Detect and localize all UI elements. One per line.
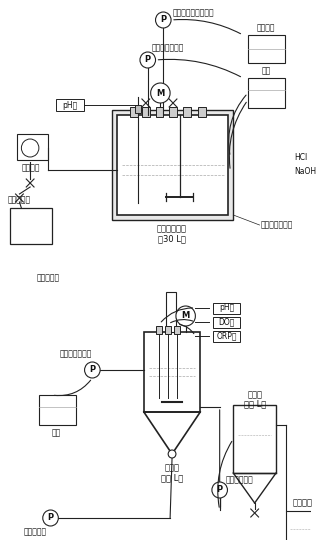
Bar xyxy=(165,326,171,334)
Bar xyxy=(183,107,190,117)
Circle shape xyxy=(151,83,170,103)
Text: 処理水槽: 処理水槽 xyxy=(292,498,312,508)
Bar xyxy=(17,134,48,160)
Bar xyxy=(156,326,162,334)
Text: P: P xyxy=(160,16,166,24)
Text: （６ L）: （６ L） xyxy=(161,474,183,483)
Text: ガスバッグ: ガスバッグ xyxy=(8,195,31,205)
Text: 引抜きポンプ: 引抜きポンプ xyxy=(226,476,253,484)
Bar xyxy=(112,110,233,220)
Text: 反応槽: 反応槽 xyxy=(164,463,180,472)
Bar xyxy=(286,511,319,540)
Text: NaOH: NaOH xyxy=(294,166,317,176)
Text: P: P xyxy=(145,56,151,64)
Text: pH計: pH計 xyxy=(62,100,78,110)
Bar xyxy=(213,330,240,341)
Circle shape xyxy=(84,362,100,378)
Text: （２ L）: （２ L） xyxy=(244,400,266,408)
Bar xyxy=(10,208,52,244)
Circle shape xyxy=(43,510,58,526)
Circle shape xyxy=(156,12,171,28)
Bar xyxy=(39,395,76,425)
Bar xyxy=(248,78,285,108)
Bar xyxy=(233,405,276,473)
Text: （30 L）: （30 L） xyxy=(158,234,186,244)
Text: P: P xyxy=(47,514,54,523)
Bar xyxy=(145,356,199,411)
Bar xyxy=(234,423,275,472)
Bar xyxy=(144,332,200,412)
Text: エアポンプ: エアポンプ xyxy=(23,528,46,537)
Text: 原料投入ポンプ: 原料投入ポンプ xyxy=(152,44,184,52)
Text: 沈殿槽: 沈殿槽 xyxy=(247,390,262,400)
Text: M: M xyxy=(181,312,190,321)
Text: メタン発酵槽: メタン発酵槽 xyxy=(157,225,187,233)
Text: 原料: 原料 xyxy=(262,66,271,76)
Bar xyxy=(118,153,228,214)
Text: DO計: DO計 xyxy=(218,318,235,327)
Text: 原料: 原料 xyxy=(52,429,61,437)
Text: ORP計: ORP計 xyxy=(216,332,237,341)
Bar xyxy=(56,99,84,111)
Bar xyxy=(117,115,228,215)
Circle shape xyxy=(212,482,228,498)
Bar xyxy=(142,107,150,117)
Bar xyxy=(166,292,176,332)
Circle shape xyxy=(168,450,176,458)
Text: 温水ジャケット: 温水ジャケット xyxy=(260,220,293,230)
Text: サンプリングポンプ: サンプリングポンプ xyxy=(173,9,215,17)
Text: M: M xyxy=(156,89,164,98)
Bar xyxy=(287,521,318,540)
Bar xyxy=(198,107,206,117)
Circle shape xyxy=(21,139,39,157)
Text: HCl: HCl xyxy=(294,152,308,161)
Text: pH計: pH計 xyxy=(219,303,234,313)
Bar xyxy=(169,107,177,117)
Bar xyxy=(156,107,163,117)
Bar xyxy=(248,35,285,63)
Bar xyxy=(213,316,240,327)
Text: P: P xyxy=(89,366,95,375)
Bar xyxy=(135,105,141,113)
Text: P: P xyxy=(217,485,223,495)
Text: ガスバッグ: ガスバッグ xyxy=(37,273,60,282)
Circle shape xyxy=(176,306,196,326)
Bar xyxy=(213,302,240,314)
Bar xyxy=(174,326,180,334)
Text: 原料投入ポンプ: 原料投入ポンプ xyxy=(59,349,92,359)
Text: 余剰汚泥: 余剰汚泥 xyxy=(257,24,276,32)
Bar xyxy=(130,107,138,117)
Text: ガス流量: ガス流量 xyxy=(22,164,40,172)
Circle shape xyxy=(140,52,156,68)
